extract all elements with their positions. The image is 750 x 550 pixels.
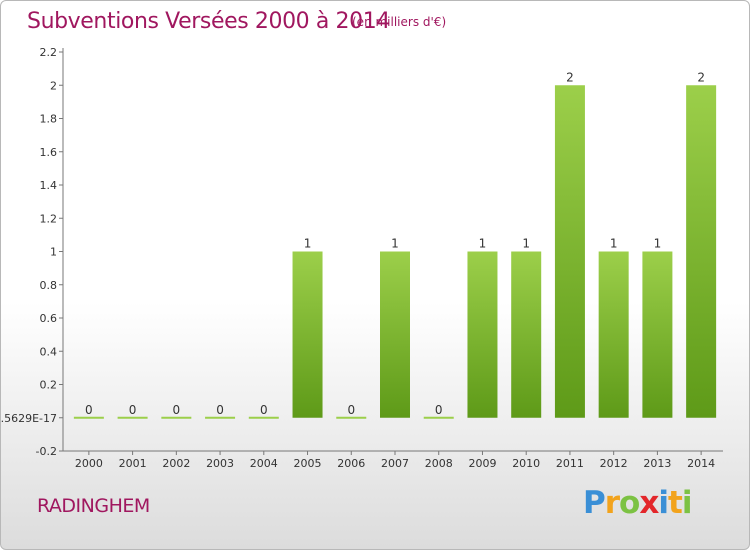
x-tick-label: 2005 [294, 457, 322, 470]
x-tick-label: 2014 [687, 457, 715, 470]
commune-name: RADINGHEM [37, 495, 150, 517]
bar [598, 251, 629, 418]
x-tick-label: 2003 [206, 457, 234, 470]
data-label: 1 [654, 237, 662, 251]
x-tick-label: 2001 [119, 457, 147, 470]
logo-letter: r [604, 485, 620, 521]
data-label: 0 [173, 403, 181, 417]
data-label: 0 [260, 403, 268, 417]
proxiti-logo: Proxiti [583, 485, 693, 521]
y-tick-label: 1 [50, 246, 57, 259]
y-tick-label: 0.4 [40, 345, 58, 358]
y-tick-label: 2.2 [40, 46, 58, 59]
y-tick-label: -1.5629E-17 [1, 412, 57, 425]
data-label: 2 [566, 70, 574, 84]
x-tick-label: 2011 [556, 457, 584, 470]
data-label: 0 [85, 403, 93, 417]
bar [292, 251, 323, 418]
bar [686, 85, 717, 418]
data-label: 0 [347, 403, 355, 417]
logo-letter: t [667, 485, 683, 521]
x-tick-label: 2007 [381, 457, 409, 470]
chart-unit-note: (en milliers d'€) [352, 15, 447, 29]
bar [205, 416, 236, 419]
bar [380, 251, 410, 418]
logo-letter: P [583, 485, 606, 521]
logo-letter: o [619, 485, 640, 521]
bars-group [73, 85, 717, 419]
chart-title: Subventions Versées 2000 à 2014 [27, 9, 390, 34]
bar [117, 416, 148, 419]
x-tick-label: 2000 [75, 457, 103, 470]
logo-letter: x [639, 485, 659, 521]
data-label: 1 [522, 237, 530, 251]
logo-letter: i [681, 485, 693, 521]
y-tick-label: 1.2 [40, 212, 58, 225]
data-label: 1 [479, 237, 487, 251]
y-tick-label: -0.2 [36, 445, 57, 458]
y-tick-label: 2 [50, 79, 57, 92]
bar [73, 416, 104, 419]
x-tick-label: 2012 [600, 457, 628, 470]
y-tick-label: 1.4 [40, 179, 58, 192]
bar [336, 416, 367, 419]
data-label: 2 [697, 70, 705, 84]
x-tick-label: 2002 [162, 457, 190, 470]
x-tick-label: 2010 [512, 457, 540, 470]
axes: -0.2 -1.5629E-17 0.2 0.4 0.6 0.8 1 1.2 1.4 1.6 1.8… [1, 46, 723, 458]
bar [423, 416, 454, 419]
bar [467, 251, 498, 418]
x-tick-label: 2006 [337, 457, 365, 470]
x-tick-label: 2004 [250, 457, 278, 470]
bar [161, 416, 192, 419]
data-label: 0 [216, 403, 224, 417]
bar [642, 251, 673, 418]
x-tick-label: 2013 [643, 457, 671, 470]
logo-letter: i [658, 485, 669, 521]
x-tick-label: 2009 [468, 457, 496, 470]
data-label: 1 [304, 237, 312, 251]
data-label: 1 [610, 237, 618, 251]
bar [248, 416, 279, 419]
y-tick-label: 0.6 [40, 312, 58, 325]
bar [554, 85, 585, 418]
data-label: 0 [435, 403, 443, 417]
y-tick-label: 1.6 [40, 146, 58, 159]
data-label: 0 [129, 403, 137, 417]
data-label: 1 [391, 237, 399, 251]
y-tick-label: 1.8 [40, 113, 58, 126]
labels-group: 2000 0 2001 0 2002 0 2003 0 2004 0 2005 1 2006 0 2007 1… [75, 70, 715, 470]
bar [511, 251, 542, 418]
y-tick-label: 0.2 [40, 379, 58, 392]
y-tick-label: 0.8 [40, 279, 58, 292]
x-tick-label: 2008 [425, 457, 453, 470]
